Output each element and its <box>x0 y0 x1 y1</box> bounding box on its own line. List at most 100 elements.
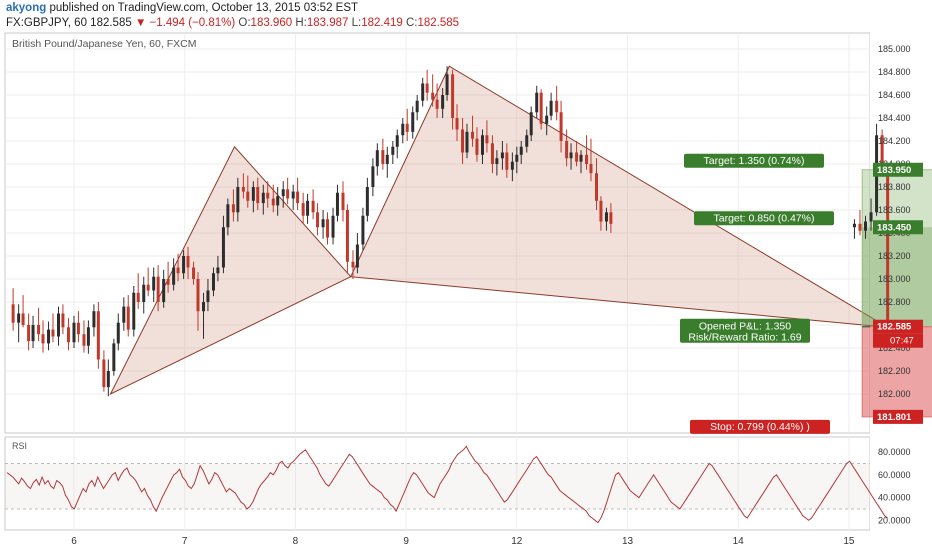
date-tick-label: 8 <box>293 536 299 547</box>
candle <box>589 138 593 182</box>
candle-body <box>166 279 170 285</box>
candle <box>76 311 80 343</box>
candle-body <box>321 219 325 228</box>
candle <box>152 267 156 302</box>
candle-body <box>461 129 465 153</box>
candle-body <box>431 92 435 100</box>
candle-body <box>21 313 25 325</box>
candle-body <box>96 311 100 360</box>
candle-body <box>281 189 285 197</box>
candle-body <box>505 152 509 170</box>
candle-body <box>47 329 51 344</box>
low-label: L: <box>351 17 362 29</box>
price-tick-label: 184.600 <box>878 90 911 100</box>
rsi-tick-label: 20.0000 <box>878 515 911 525</box>
candle-body <box>471 131 475 139</box>
candle <box>306 193 310 224</box>
symbol-line: FX:GBPJPY, 60 182.585 ▼ −1.494 (−0.81%) … <box>6 17 459 29</box>
candle <box>142 276 146 314</box>
candle <box>385 146 389 178</box>
candle-body <box>27 325 31 342</box>
candle-body <box>296 191 300 204</box>
candle <box>166 261 170 293</box>
candle <box>216 256 220 282</box>
candle <box>575 141 579 167</box>
high-value: 183.987 <box>306 17 349 29</box>
candle-body <box>451 74 455 118</box>
candle <box>316 203 320 236</box>
rsi-tick-label: 60.0000 <box>878 470 911 480</box>
close-value: 182.585 <box>417 17 460 29</box>
candle <box>271 184 275 213</box>
candle <box>236 177 240 222</box>
candle-body <box>401 123 405 136</box>
candle-body <box>395 135 399 147</box>
candle <box>355 233 359 274</box>
candle <box>37 307 41 342</box>
price-scale-marker: 183.950 <box>873 162 923 177</box>
candle-body <box>415 100 419 113</box>
candle-body <box>231 204 235 213</box>
candle-body <box>365 187 369 216</box>
candle <box>122 297 126 331</box>
author-link[interactable]: akyong <box>6 2 47 14</box>
candle <box>490 135 494 174</box>
price-scale-marker-bg <box>873 220 923 235</box>
candle <box>415 95 419 121</box>
candle <box>441 88 445 118</box>
candle <box>545 106 549 136</box>
candle-body <box>569 152 573 159</box>
candle <box>365 177 369 222</box>
candle-body <box>525 135 529 147</box>
candle-body <box>500 152 504 159</box>
candle <box>864 215 868 239</box>
price-scale-marker-text: 182.585 <box>877 322 912 333</box>
open-value: 183.960 <box>250 17 293 29</box>
candle <box>519 141 523 164</box>
price-scale-marker: 183.450 <box>873 220 923 235</box>
target2-label-bg <box>694 211 834 226</box>
candle <box>326 212 330 245</box>
candle-body <box>66 327 70 343</box>
candle-body <box>599 200 603 222</box>
candle <box>609 203 613 233</box>
candle <box>221 215 225 274</box>
candle-body <box>539 92 543 124</box>
candle <box>500 141 504 170</box>
candle <box>345 204 349 274</box>
candle <box>539 89 543 130</box>
candle <box>569 143 573 170</box>
candle-body <box>579 154 583 162</box>
candle-body <box>256 187 260 204</box>
price-scale-bg <box>870 33 932 530</box>
candle-body <box>335 192 339 216</box>
candle-body <box>136 292 140 302</box>
candle-body <box>291 191 295 199</box>
candle-body <box>51 329 55 337</box>
candle <box>206 279 210 312</box>
candle-body <box>465 131 469 153</box>
candle-body <box>172 267 176 285</box>
candle <box>471 115 475 147</box>
candle <box>182 250 186 279</box>
candle-body <box>156 276 160 302</box>
candle-body <box>236 187 240 213</box>
candle-body <box>345 210 349 262</box>
candle <box>886 165 890 346</box>
candle <box>136 273 140 309</box>
candle <box>276 187 280 216</box>
candle <box>126 295 130 337</box>
publish-line: akyong published on TradingView.com, Oct… <box>6 2 358 14</box>
candle <box>559 100 563 153</box>
candle-body <box>202 302 206 312</box>
price-tick-label: 183.200 <box>878 251 911 261</box>
candle <box>51 313 55 343</box>
candle-body <box>122 306 126 323</box>
price-scale-marker-bg <box>873 409 923 424</box>
candle-body <box>112 343 116 371</box>
candle-body <box>57 313 61 337</box>
candle <box>411 106 415 139</box>
candle-body <box>41 334 45 344</box>
candle-body <box>216 267 220 274</box>
